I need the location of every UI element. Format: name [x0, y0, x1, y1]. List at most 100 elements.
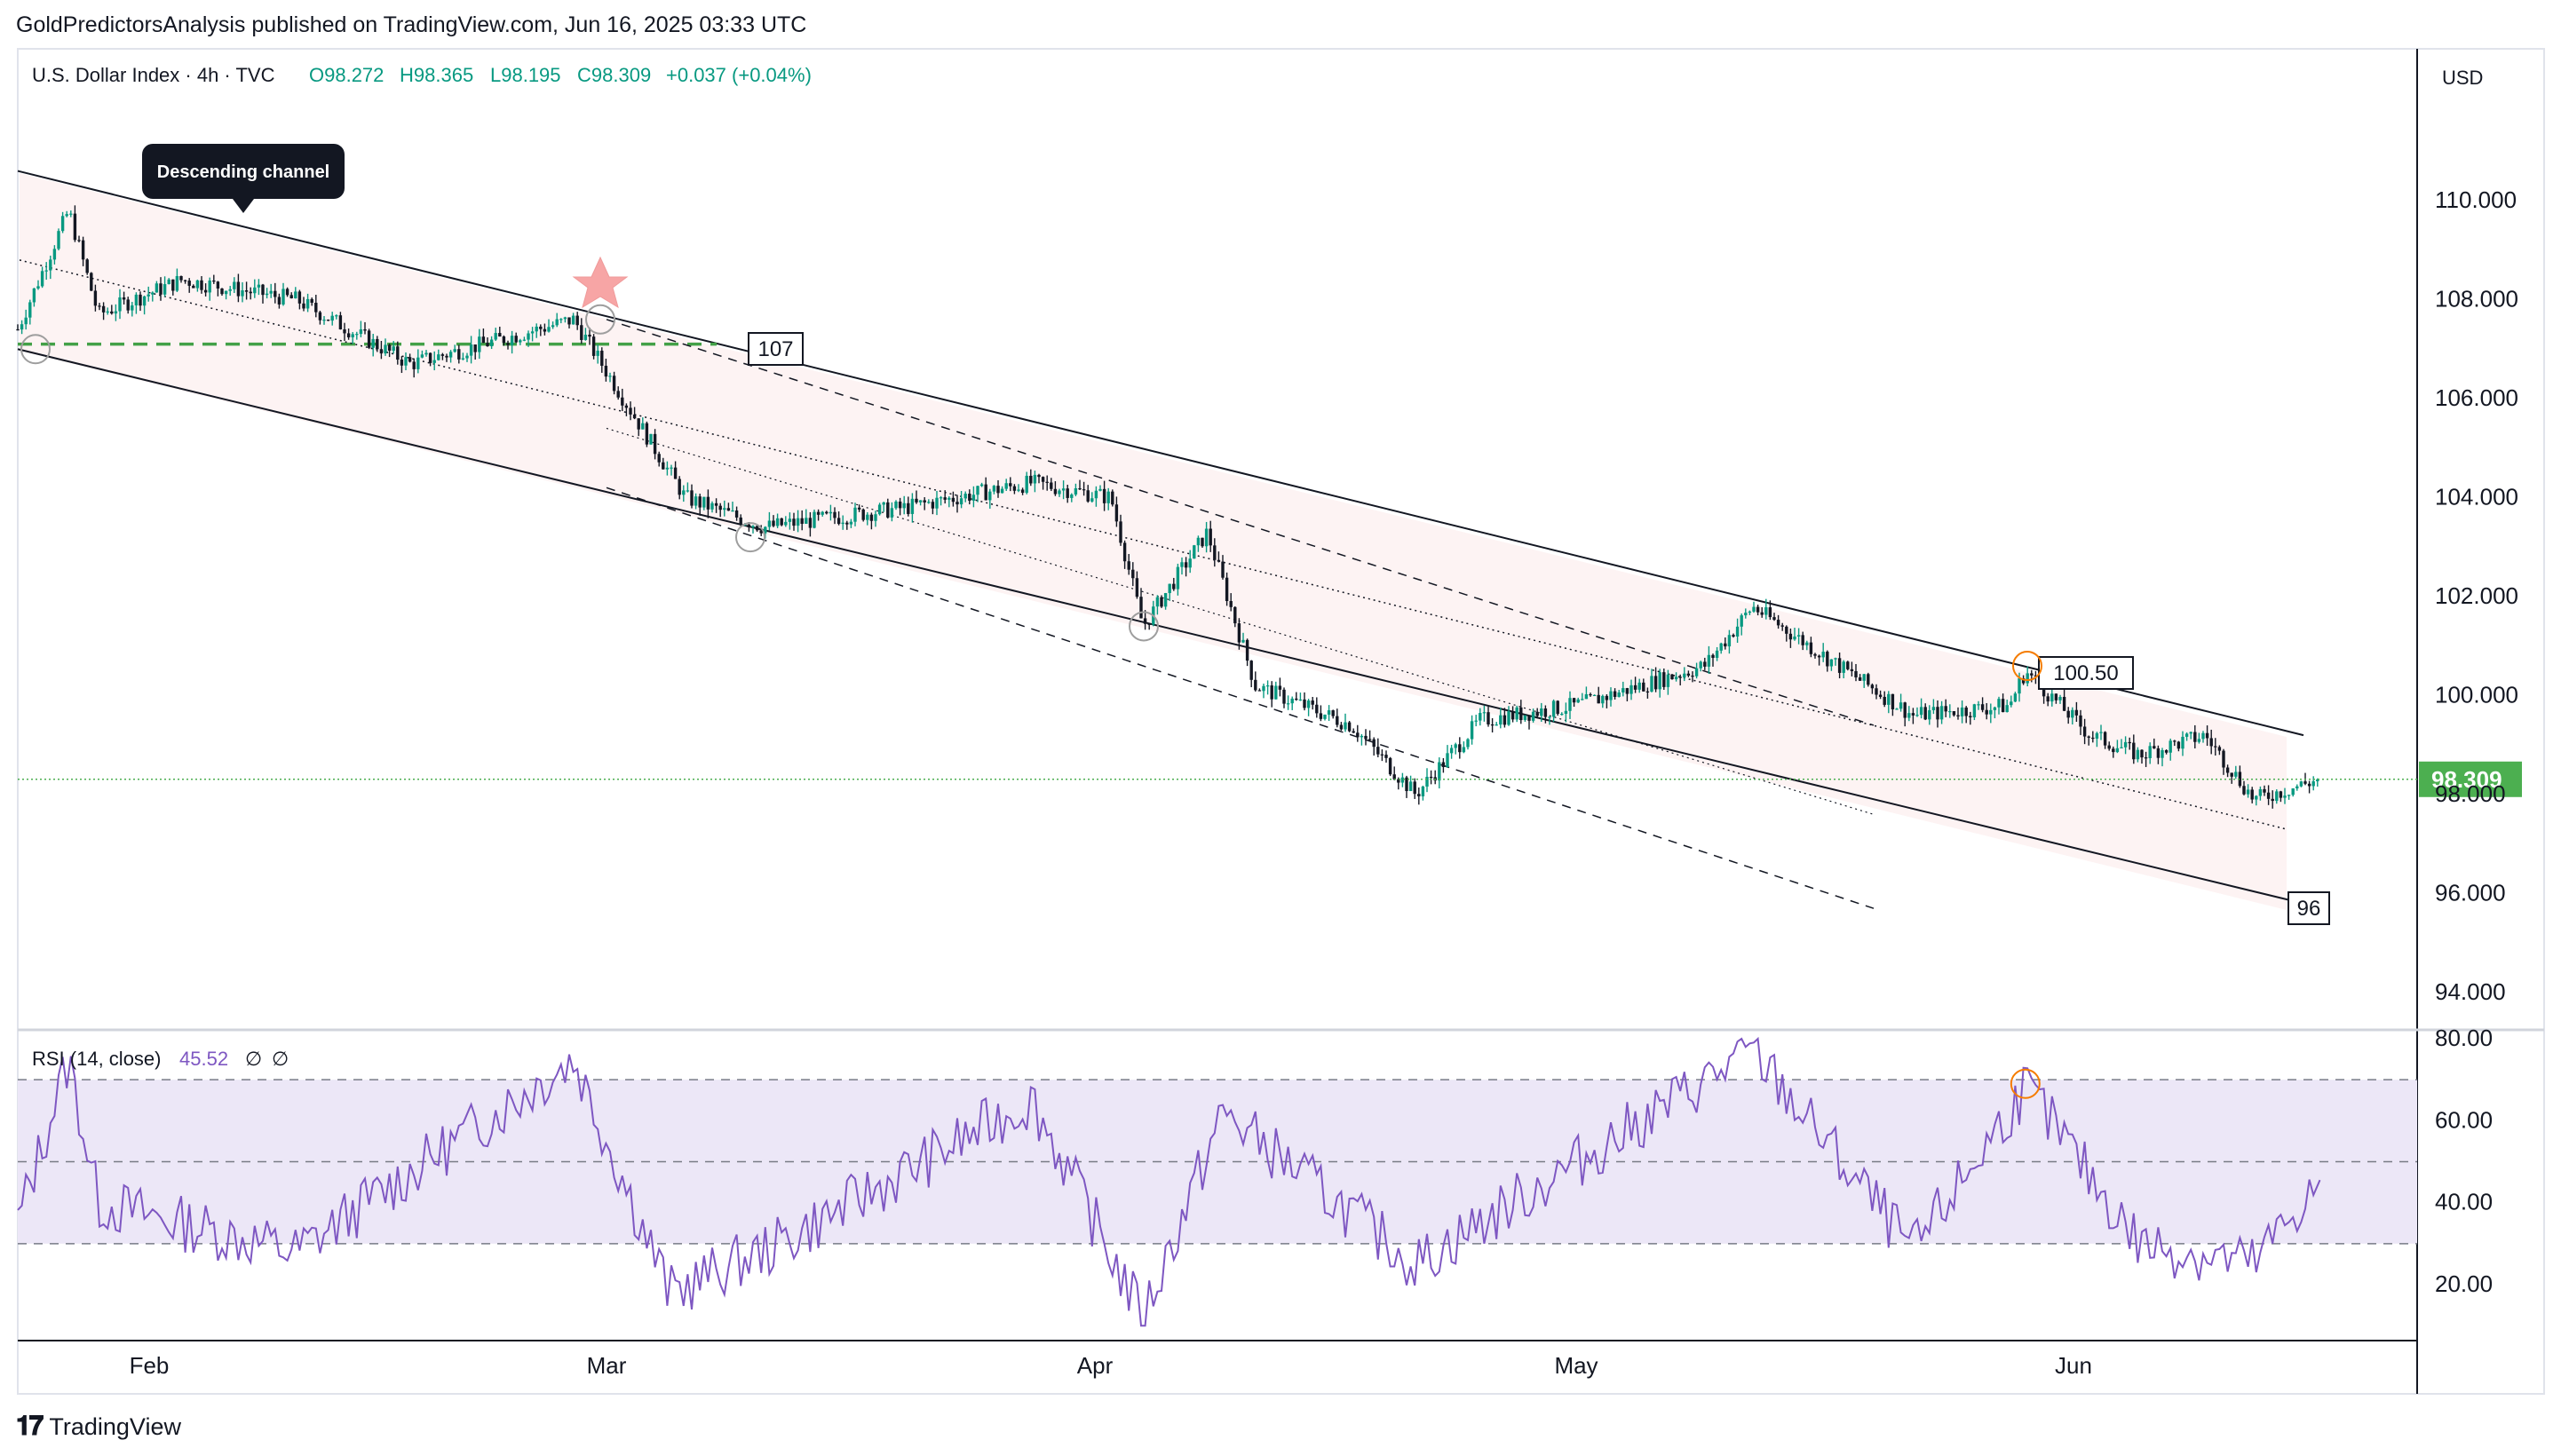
candle-body — [2140, 749, 2144, 758]
candle-body — [355, 334, 359, 336]
candle-body — [2042, 685, 2046, 697]
candle-body — [979, 484, 984, 487]
candle-body — [992, 486, 996, 492]
candle-body — [1740, 615, 1743, 627]
candle-body — [1617, 692, 1621, 697]
candle-body — [233, 281, 236, 289]
candle-body — [2217, 747, 2222, 751]
candle-body — [294, 291, 297, 299]
candle-body — [1147, 623, 1151, 625]
candle-body — [645, 423, 649, 445]
candle-body — [506, 343, 510, 345]
candle-body — [1683, 673, 1686, 677]
candle-body — [739, 517, 742, 525]
candle-body — [359, 328, 363, 335]
candle-body — [1184, 562, 1188, 568]
candle-body — [1535, 711, 1539, 716]
candle-body — [1642, 682, 1645, 692]
candle-body — [984, 484, 987, 501]
candle-body — [85, 259, 89, 273]
candle-body — [816, 511, 821, 515]
currency-box[interactable] — [2424, 55, 2540, 99]
candle-body — [1691, 676, 1694, 677]
candle-body — [2103, 732, 2107, 746]
legend-close: C98.309 — [577, 64, 651, 86]
candle-body — [522, 339, 527, 341]
candle-body — [784, 521, 788, 526]
candle-body — [959, 498, 963, 505]
legend-high: H98.365 — [400, 64, 473, 86]
candle-body — [302, 303, 305, 309]
candle-body — [861, 509, 865, 520]
candle-body — [2205, 732, 2209, 739]
candle-body — [1053, 488, 1058, 495]
candle-body — [1168, 583, 1171, 594]
candle-body — [530, 331, 535, 334]
rsi-tick-label: 60.00 — [2435, 1106, 2493, 1133]
candle-body — [1776, 620, 1780, 626]
candle-body — [297, 291, 302, 304]
candle-body — [2193, 732, 2197, 742]
candle-body — [1584, 693, 1589, 700]
candle-body — [829, 511, 833, 514]
candle-body — [1670, 674, 1674, 680]
candle-body — [1850, 669, 1854, 671]
candle-body — [1241, 639, 1245, 643]
candle-body — [1490, 724, 1495, 726]
candle-body — [755, 526, 759, 531]
rsi-tick-label: 80.00 — [2435, 1025, 2493, 1051]
candle-body — [792, 518, 796, 526]
candle-body — [1796, 635, 1801, 637]
price-tick-label: 104.000 — [2435, 484, 2518, 510]
candle-body — [24, 317, 28, 325]
candle-body — [1421, 786, 1425, 797]
candle-body — [857, 507, 861, 510]
candle-body — [1548, 716, 1551, 718]
tradingview-footer[interactable]: 𝟏𝟕 TradingView — [16, 1412, 181, 1442]
candle-body — [1074, 488, 1078, 495]
candle-body — [424, 352, 428, 355]
candle-body — [2271, 798, 2274, 802]
candle-body — [1821, 652, 1825, 658]
candle-body — [171, 279, 175, 291]
candle-body — [2046, 696, 2050, 702]
candle-body — [1495, 724, 1498, 726]
candle-body — [1662, 672, 1666, 687]
candle-body — [1458, 744, 1462, 753]
candle-body — [1339, 724, 1344, 730]
candle-body — [527, 333, 530, 340]
candle-body — [1078, 488, 1082, 490]
candle-body — [2115, 748, 2120, 753]
candle-body — [591, 336, 596, 356]
candle-body — [2062, 696, 2066, 711]
candle-body — [2279, 791, 2283, 798]
candle-body — [1944, 706, 1947, 712]
candle-body — [1102, 488, 1106, 503]
candle-body — [2258, 788, 2263, 796]
publisher-line: GoldPredictorsAnalysis published on Trad… — [16, 12, 807, 37]
candle-body — [1029, 475, 1033, 484]
candle-body — [478, 336, 481, 352]
candle-body — [641, 423, 645, 430]
candle-body — [1295, 698, 1298, 700]
candle-body — [1686, 673, 1691, 677]
candle-body — [437, 354, 440, 360]
candle-body — [2263, 788, 2266, 793]
candle-body — [387, 344, 392, 351]
candle-body — [1122, 542, 1127, 562]
candle-body — [931, 502, 935, 509]
candle-body — [2148, 746, 2152, 758]
candle-body — [1462, 747, 1466, 753]
candle-body — [1895, 708, 1899, 710]
candle-body — [1650, 676, 1653, 692]
candle-body — [690, 490, 694, 506]
candle-body — [1058, 490, 1061, 495]
candle-body — [780, 518, 783, 526]
candle-body — [1919, 707, 1923, 716]
candle-body — [2034, 675, 2038, 677]
candle-body — [1507, 711, 1510, 725]
candle-body — [673, 467, 678, 479]
touch-circle-3 — [735, 522, 765, 553]
candle-body — [833, 511, 836, 518]
